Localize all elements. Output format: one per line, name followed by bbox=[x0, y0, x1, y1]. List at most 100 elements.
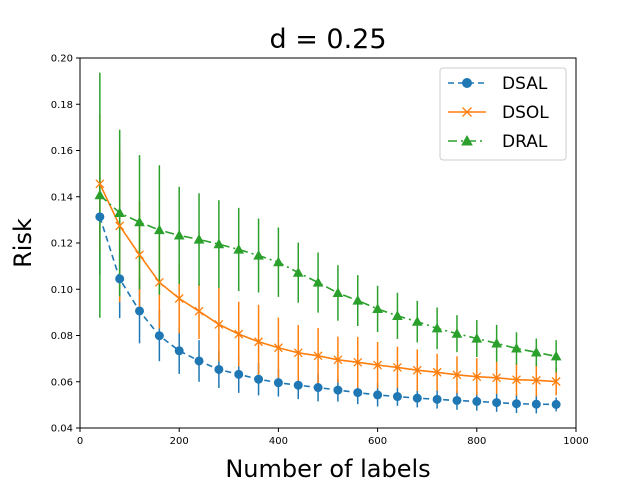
data-point-dsol bbox=[432, 367, 442, 377]
data-point-dsal bbox=[452, 395, 462, 405]
data-point-dral bbox=[292, 267, 304, 277]
data-point-dsal bbox=[392, 392, 402, 402]
data-point-dral bbox=[392, 310, 403, 320]
x-axis: 0 200 400 600 800 1000 bbox=[77, 428, 589, 447]
data-point-dral bbox=[451, 328, 463, 338]
data-point-dsol bbox=[293, 348, 303, 358]
data-point-dsol bbox=[472, 372, 482, 382]
data-point-dsol bbox=[135, 250, 144, 260]
data-point-dsal bbox=[531, 399, 541, 409]
data-point-dsol bbox=[313, 351, 323, 361]
y-tick-label: 0.14 bbox=[51, 192, 73, 203]
data-point-dsal bbox=[95, 212, 105, 222]
data-point-dral bbox=[530, 346, 542, 357]
data-point-dsol bbox=[551, 377, 561, 386]
data-point-dral bbox=[372, 303, 383, 314]
y-tick-label: 0.20 bbox=[51, 54, 73, 65]
data-point-dral bbox=[154, 224, 165, 235]
data-point-dral bbox=[94, 189, 106, 200]
data-point-dral bbox=[114, 207, 126, 218]
data-point-dsal bbox=[353, 388, 363, 398]
data-point-dsol bbox=[273, 343, 283, 353]
data-point-dsol bbox=[214, 319, 224, 329]
data-point-dral bbox=[312, 277, 324, 287]
data-point-dsol bbox=[353, 357, 363, 367]
data-point-dsol bbox=[154, 277, 164, 287]
data-point-dral bbox=[134, 216, 145, 227]
data-point-dsol bbox=[492, 373, 502, 383]
legend-marker-dsol bbox=[462, 107, 472, 117]
data-point-dral bbox=[511, 342, 522, 353]
data-point-dral bbox=[173, 229, 185, 240]
data-point-dral bbox=[491, 337, 502, 348]
data-point-dral bbox=[352, 295, 364, 305]
data-point-dsal bbox=[273, 378, 283, 388]
data-point-dsol bbox=[392, 362, 402, 372]
data-point-dsal bbox=[115, 274, 125, 284]
data-point-dral bbox=[550, 350, 562, 361]
y-tick-label: 0.16 bbox=[51, 146, 73, 157]
legend-label-dsal: DSAL bbox=[502, 74, 548, 94]
data-point-dsal bbox=[313, 383, 323, 393]
data-point-dsal bbox=[293, 380, 303, 390]
y-tick-label: 0.12 bbox=[51, 239, 73, 250]
x-tick-label: 0 bbox=[77, 436, 83, 447]
x-tick-label: 400 bbox=[269, 436, 288, 447]
plot-area bbox=[94, 72, 562, 414]
legend: DSAL DSOL DRAL bbox=[439, 67, 567, 161]
legend-marker-dsal bbox=[462, 78, 472, 88]
data-point-dsal bbox=[412, 393, 422, 403]
y-axis-label: Risk bbox=[9, 218, 37, 268]
data-point-dsol bbox=[531, 375, 541, 385]
y-tick-label: 0.10 bbox=[51, 285, 73, 296]
data-point-dsal bbox=[174, 346, 184, 356]
series-dsal-markers bbox=[95, 212, 561, 409]
data-point-dral bbox=[471, 332, 483, 343]
data-point-dral bbox=[233, 243, 245, 254]
data-point-dsol bbox=[452, 370, 462, 380]
data-point-dsol bbox=[234, 329, 244, 339]
data-point-dral bbox=[253, 249, 264, 260]
x-tick-label: 800 bbox=[467, 436, 486, 447]
x-axis-label: Number of labels bbox=[225, 455, 430, 480]
series-line-dral bbox=[99, 194, 557, 358]
data-point-dsol bbox=[373, 360, 383, 370]
data-point-dsal bbox=[511, 399, 521, 409]
data-point-dsol bbox=[115, 221, 125, 231]
x-tick-label: 1000 bbox=[563, 436, 588, 447]
data-point-dsal bbox=[492, 398, 502, 408]
chart-title: d = 0.25 bbox=[269, 24, 386, 55]
data-point-dsal bbox=[234, 369, 244, 379]
data-point-dsol bbox=[333, 355, 343, 365]
data-point-dsol bbox=[512, 375, 521, 385]
data-point-dsal bbox=[333, 385, 343, 395]
legend-box bbox=[439, 67, 567, 161]
data-point-dsal bbox=[154, 331, 164, 341]
data-point-dral bbox=[193, 234, 205, 244]
y-tick-label: 0.04 bbox=[51, 424, 73, 435]
data-point-dral bbox=[273, 256, 284, 267]
y-tick-label: 0.18 bbox=[51, 100, 73, 111]
data-point-dral bbox=[213, 238, 225, 249]
legend-marker-dral bbox=[461, 134, 473, 146]
data-point-dsol bbox=[254, 337, 264, 347]
series-dsol-markers bbox=[95, 179, 561, 386]
legend-label-dral: DRAL bbox=[502, 132, 548, 152]
data-point-dsal bbox=[472, 396, 482, 406]
data-point-dsal bbox=[551, 399, 561, 409]
x-tick-label: 200 bbox=[170, 436, 189, 447]
data-point-dsal bbox=[214, 364, 224, 374]
series-dral-markers bbox=[94, 189, 562, 361]
data-point-dsol bbox=[194, 306, 204, 316]
data-point-dsal bbox=[135, 306, 145, 316]
data-point-dsal bbox=[373, 390, 383, 400]
data-point-dsal bbox=[254, 374, 264, 384]
y-tick-label: 0.06 bbox=[51, 377, 73, 388]
data-point-dral bbox=[431, 322, 443, 333]
x-tick-label: 600 bbox=[368, 436, 387, 447]
data-point-dsol bbox=[174, 294, 184, 303]
data-point-dral bbox=[332, 287, 344, 298]
y-axis: 0.04 0.06 0.08 0.10 0.12 0.14 0.16 0.18 0.20 bbox=[51, 54, 80, 435]
data-point-dral bbox=[411, 316, 423, 326]
y-tick-label: 0.08 bbox=[51, 331, 73, 342]
